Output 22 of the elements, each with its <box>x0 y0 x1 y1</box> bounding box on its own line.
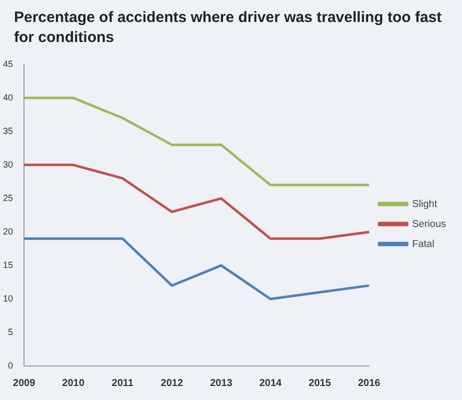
y-tick-label: 40 <box>2 92 14 102</box>
y-tick-label: 5 <box>8 326 14 337</box>
y-tick-label: 15 <box>2 260 14 270</box>
x-tick-label: 2013 <box>210 378 233 389</box>
y-tick-label: 10 <box>2 293 14 304</box>
x-tick-label: 2011 <box>112 378 134 389</box>
x-tick-label: 2009 <box>12 378 36 389</box>
chart-title: Percentage of accidents where driver was travelling too fast for conditions <box>14 8 443 48</box>
legend-label: Serious <box>412 218 446 230</box>
y-tick-label: 35 <box>2 126 14 136</box>
y-tick-label: 0 <box>8 360 14 370</box>
legend-label: Fatal <box>412 238 434 250</box>
x-tick-label: 2014 <box>259 378 282 389</box>
y-tick-label: 25 <box>2 192 14 203</box>
y-tick-label: 20 <box>2 226 14 236</box>
legend-label: Slight <box>412 198 438 210</box>
x-tick-label: 2010 <box>62 378 85 389</box>
y-tick-label: 45 <box>2 58 14 69</box>
x-tick-label: 2016 <box>358 378 381 389</box>
x-tick-label: 2015 <box>308 378 332 389</box>
y-tick-label: 30 <box>2 159 14 170</box>
x-tick-label: 2012 <box>160 378 184 389</box>
